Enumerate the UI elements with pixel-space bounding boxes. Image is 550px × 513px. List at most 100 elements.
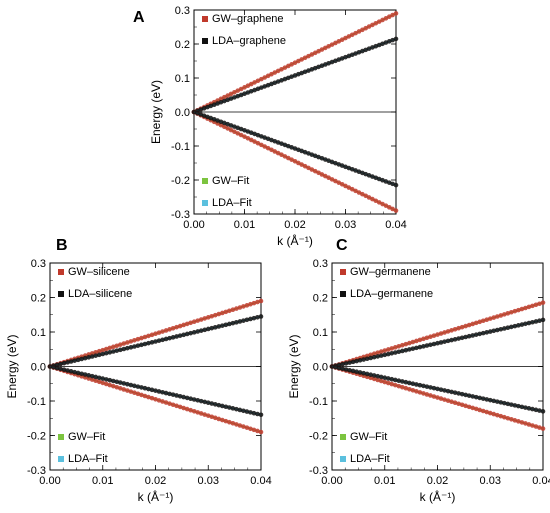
data-point — [403, 379, 409, 385]
data-point — [156, 338, 162, 343]
data-point — [82, 355, 88, 361]
data-point — [111, 383, 116, 389]
data-point — [410, 339, 416, 345]
data-point — [160, 337, 165, 343]
data-point — [237, 319, 243, 324]
data-point — [68, 369, 74, 374]
data-point — [125, 388, 130, 393]
data-point — [435, 386, 440, 392]
data-point — [177, 404, 183, 410]
data-point — [241, 424, 246, 429]
data-point — [470, 333, 475, 338]
data-point — [128, 382, 134, 388]
data-point — [424, 343, 430, 348]
data-point — [248, 426, 253, 432]
data-point — [445, 388, 451, 394]
data-point — [438, 331, 444, 336]
data-point — [459, 391, 465, 397]
data-point — [146, 340, 151, 346]
data-point — [385, 376, 391, 381]
data-point — [371, 354, 377, 360]
data-point — [139, 342, 144, 348]
data-point — [174, 403, 179, 409]
data-point — [107, 377, 113, 383]
data-point — [480, 396, 486, 401]
data-point — [385, 351, 391, 357]
data-point — [128, 345, 134, 350]
legend-swatch — [340, 291, 346, 297]
data-point — [343, 361, 349, 366]
data-point — [96, 375, 102, 381]
data-point — [523, 421, 528, 426]
data-point — [258, 412, 264, 418]
data-point — [540, 409, 546, 414]
data-point — [114, 384, 120, 390]
data-point — [393, 382, 398, 388]
data-point — [149, 395, 155, 401]
data-point — [121, 387, 127, 392]
data-point — [111, 349, 116, 354]
data-point — [258, 298, 264, 304]
data-point — [421, 391, 426, 396]
data-point — [100, 351, 106, 357]
data-point — [484, 317, 490, 322]
data-point — [466, 322, 472, 328]
data-point — [167, 335, 172, 341]
y-tick-label: 0.0 — [313, 362, 328, 374]
data-point — [177, 323, 183, 329]
data-point — [220, 323, 225, 328]
data-point — [435, 332, 440, 337]
data-point — [336, 365, 342, 371]
data-point — [79, 371, 84, 377]
data-point — [198, 317, 204, 322]
x-tick-label: 0.00 — [321, 475, 342, 487]
data-point — [494, 412, 500, 418]
data-point — [410, 381, 416, 386]
data-point — [142, 385, 148, 391]
data-point — [389, 381, 395, 387]
data-point — [188, 396, 193, 402]
data-point — [347, 367, 352, 373]
data-point — [354, 358, 359, 364]
data-point — [519, 420, 525, 425]
data-point — [212, 325, 218, 330]
data-point — [135, 391, 141, 397]
data-point — [100, 380, 106, 386]
data-point — [96, 379, 102, 385]
y-tick-label: -0.2 — [171, 175, 190, 187]
data-point — [205, 413, 211, 418]
data-point — [378, 349, 384, 354]
data-point — [463, 334, 468, 340]
x-axis-label: k (Å⁻¹) — [277, 233, 313, 248]
data-point — [89, 373, 95, 379]
data-point — [170, 335, 176, 340]
data-point — [79, 356, 84, 362]
data-point — [343, 367, 349, 372]
data-point — [505, 415, 511, 421]
data-point — [442, 397, 447, 402]
data-point — [220, 310, 225, 316]
data-point — [149, 340, 155, 345]
data-point — [466, 333, 472, 339]
data-point — [438, 387, 444, 392]
data-point — [142, 393, 148, 399]
data-point — [181, 405, 186, 411]
data-point — [389, 351, 395, 356]
data-point — [86, 376, 91, 381]
data-point — [473, 320, 479, 326]
data-point — [177, 333, 183, 338]
data-point — [100, 347, 106, 353]
data-point — [456, 401, 461, 407]
x-tick-label: 0.02 — [427, 475, 448, 487]
y-tick-label: -0.1 — [27, 396, 46, 408]
data-point — [477, 331, 483, 337]
data-point — [195, 410, 200, 415]
legend-entry: LDA–germanene — [350, 288, 433, 300]
data-point — [459, 324, 465, 330]
data-point — [459, 335, 465, 341]
data-point — [174, 393, 179, 398]
data-point — [198, 328, 204, 333]
data-point — [449, 389, 454, 395]
data-point — [403, 347, 409, 353]
